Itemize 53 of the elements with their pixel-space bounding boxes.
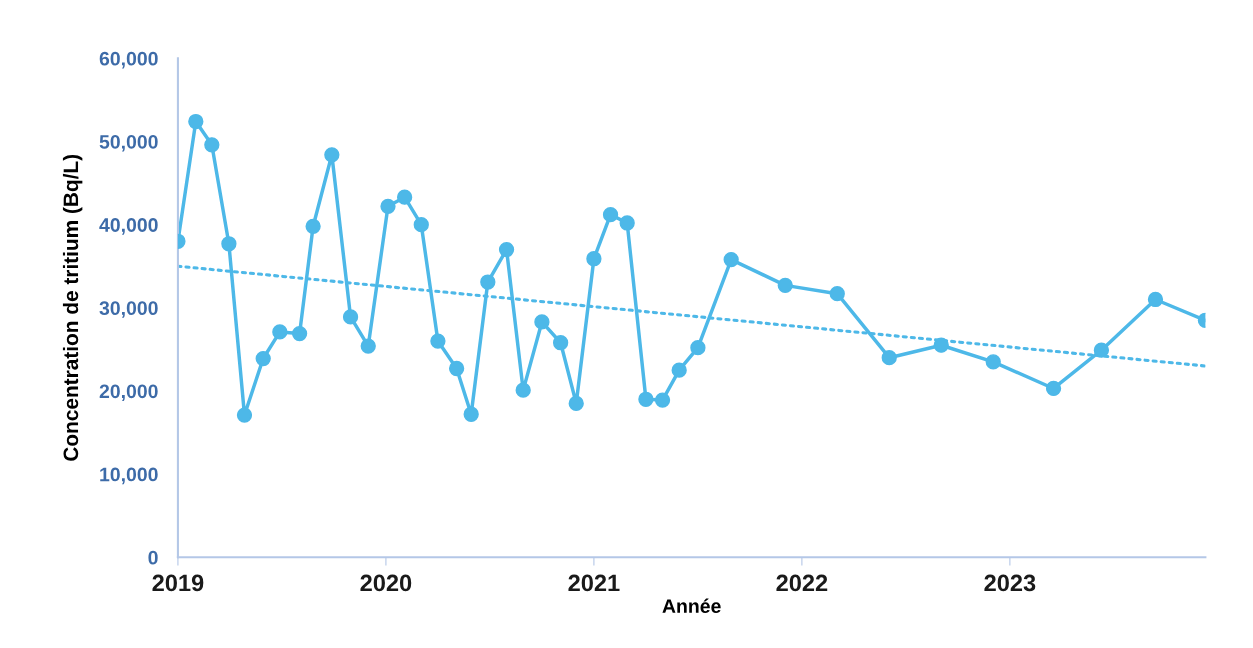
y-tick-label: 10,000: [100, 467, 158, 485]
point: [985, 354, 1001, 370]
y-tick-label: 40,000: [99, 218, 158, 235]
point: [236, 407, 253, 423]
x-tick-label: 2022: [776, 574, 828, 592]
point: [552, 335, 569, 351]
point: [413, 217, 429, 233]
point: [430, 333, 446, 349]
point: [324, 147, 340, 163]
point: [360, 338, 376, 354]
point: [654, 392, 671, 408]
point: [723, 251, 739, 268]
point: [671, 362, 687, 378]
point: [448, 360, 465, 377]
point: [586, 251, 602, 267]
point: [380, 198, 396, 214]
point: [463, 406, 479, 422]
y-axis-title: Concentration de tritium (Bq/L): [62, 154, 83, 461]
y-tick-label: 20,000: [99, 384, 158, 402]
point: [204, 137, 220, 153]
point: [342, 309, 359, 325]
point: [777, 277, 793, 293]
point: [568, 395, 584, 412]
point: [933, 337, 949, 353]
point: [498, 241, 515, 258]
point: [829, 286, 845, 302]
point: [534, 314, 550, 330]
point: [221, 236, 237, 252]
point: [255, 350, 271, 367]
point: [602, 207, 619, 223]
point: [480, 274, 496, 290]
point: [1045, 380, 1062, 397]
y-tick-label: 30,000: [99, 301, 158, 318]
point: [638, 391, 654, 407]
point: [396, 189, 413, 205]
x-axis-title: Année: [662, 598, 721, 614]
point: [515, 382, 531, 398]
y-tick-label: 50,000: [99, 134, 158, 152]
x-tick-label: 2021: [568, 574, 620, 592]
y-tick-label: 60,000: [99, 51, 158, 69]
point: [690, 340, 706, 356]
x-tick-label: 2023: [984, 574, 1036, 592]
point: [272, 324, 288, 340]
point: [1147, 291, 1164, 308]
x-tick-label: 2020: [360, 574, 412, 592]
point: [619, 215, 635, 231]
point: [881, 350, 897, 366]
x-tick-label: 2019: [152, 574, 204, 592]
point: [305, 218, 321, 234]
point: [188, 113, 204, 130]
y-tick-label: 0: [148, 550, 158, 565]
point: [291, 325, 308, 342]
point: [1093, 342, 1110, 358]
